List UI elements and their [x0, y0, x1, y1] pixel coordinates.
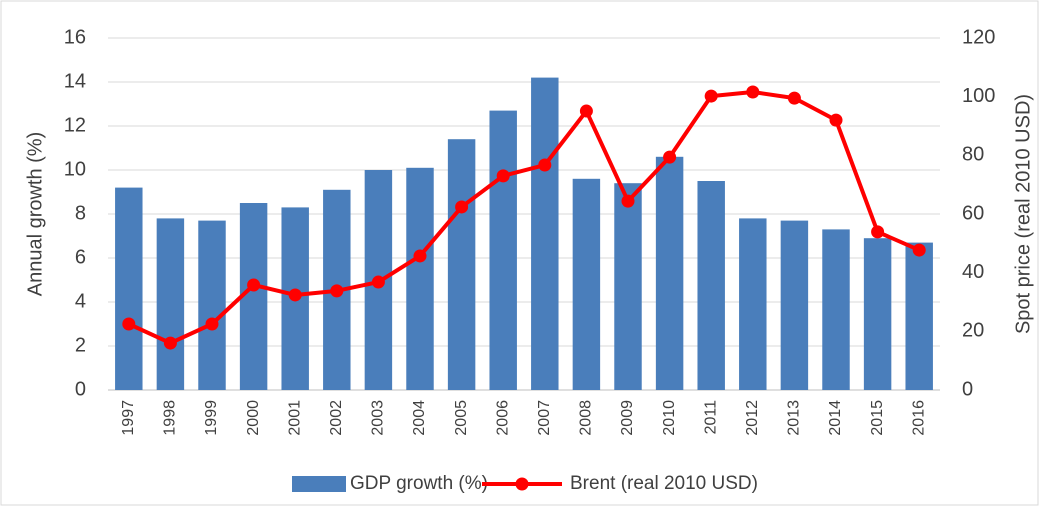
bar — [489, 110, 517, 390]
point — [538, 158, 552, 172]
x-tick-label: 2004 — [411, 400, 428, 436]
y-tick-label: 0 — [75, 378, 86, 400]
y2-tick-label: 80 — [962, 144, 984, 166]
point — [663, 150, 677, 164]
x-tick-label: 1999 — [203, 400, 220, 436]
x-tick-label: 2009 — [619, 400, 636, 436]
y-axis-title: Annual growth (%) — [24, 132, 46, 297]
x-tick-label: 2002 — [328, 400, 345, 436]
bar — [822, 229, 850, 390]
x-tick-label: 2005 — [453, 400, 470, 436]
legend-swatch — [292, 476, 346, 492]
point — [912, 243, 926, 257]
y-tick-label: 6 — [75, 246, 86, 268]
legend-label: Brent (real 2010 USD) — [570, 473, 758, 494]
y2-tick-label: 20 — [962, 320, 984, 342]
point — [330, 284, 344, 298]
bar — [198, 220, 226, 390]
bar — [447, 139, 476, 390]
y2-axis-title: Spot price (real 2010 USD) — [1012, 94, 1034, 334]
point — [621, 194, 635, 208]
x-tick-label: 2015 — [869, 400, 886, 436]
bar — [239, 203, 268, 390]
y-tick-label: 14 — [64, 70, 86, 92]
x-tick-label: 2008 — [578, 400, 595, 436]
y2-tick-label: 60 — [962, 202, 984, 224]
point — [288, 288, 302, 302]
y2-tick-label: 120 — [962, 26, 995, 48]
x-tick-label: 2007 — [536, 400, 553, 436]
point — [122, 317, 136, 331]
x-tick-label: 1997 — [120, 400, 137, 436]
line — [127, 89, 921, 346]
bar — [905, 242, 933, 390]
point — [371, 275, 385, 289]
y-tick-label: 4 — [75, 290, 86, 312]
bar — [739, 218, 767, 390]
x-tick-label: 2010 — [661, 400, 678, 436]
point — [455, 200, 469, 214]
x-tick-label: 2016 — [910, 400, 927, 436]
point — [746, 85, 760, 99]
bar — [531, 77, 559, 390]
y2-tick-label: 40 — [962, 261, 984, 283]
y-tick-label: 16 — [64, 26, 86, 48]
point — [579, 104, 593, 118]
bar — [572, 178, 601, 390]
y-tick-label: 10 — [64, 158, 86, 180]
bar — [697, 181, 725, 390]
bar — [863, 238, 892, 390]
point — [829, 113, 843, 127]
x-tick-label: 2001 — [286, 400, 303, 436]
legend-label: GDP growth (%) — [350, 473, 488, 494]
x-tick-label: 2000 — [245, 400, 262, 436]
point — [247, 278, 261, 292]
x-tick-label: 2011 — [702, 400, 719, 435]
x-tick-label: 2006 — [494, 400, 511, 436]
y-tick-label: 12 — [64, 114, 86, 136]
bar — [115, 187, 143, 390]
point — [496, 169, 510, 183]
x-tick-label: 2012 — [744, 400, 761, 436]
legend-marker — [515, 477, 529, 491]
y2-tick-label: 100 — [962, 85, 995, 107]
point — [871, 225, 885, 239]
bar — [406, 167, 434, 390]
point — [163, 336, 177, 350]
point — [413, 249, 427, 263]
x-tick-label: 2013 — [786, 400, 803, 436]
bar — [614, 183, 642, 390]
y-tick-label: 8 — [75, 202, 86, 224]
bar — [780, 220, 809, 390]
y2-tick-label: 0 — [962, 378, 973, 400]
point — [787, 91, 801, 105]
point — [704, 89, 718, 103]
x-tick-label: 1998 — [162, 400, 179, 436]
bar — [156, 218, 185, 390]
x-tick-label: 2003 — [370, 400, 387, 436]
x-tick-label: 2014 — [827, 400, 844, 436]
y-tick-label: 2 — [75, 334, 86, 356]
bar — [655, 156, 684, 390]
point — [205, 317, 219, 331]
